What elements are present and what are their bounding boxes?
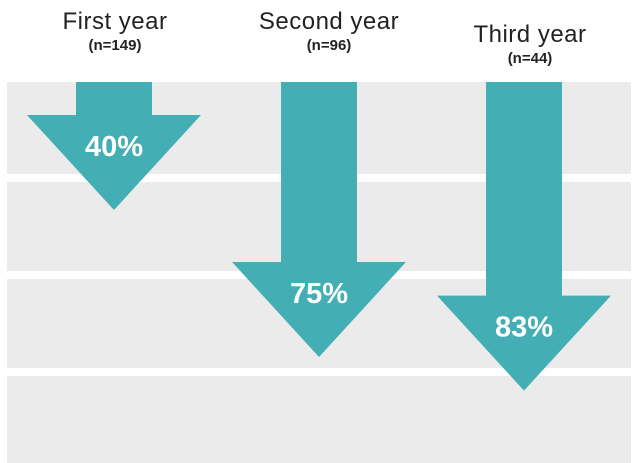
sample-size-label: (n=149)	[88, 37, 142, 54]
header-third-year: Third year (n=44)	[455, 21, 605, 67]
category-label: First year	[62, 8, 168, 35]
arrow-bar-3	[437, 82, 611, 391]
value-label-2: 75%	[290, 278, 348, 310]
value-label-3: 83%	[495, 312, 553, 344]
header-first-year: First year (n=149)	[40, 8, 190, 54]
sample-size-label: (n=96)	[306, 37, 352, 54]
value-label-1: 40%	[85, 131, 143, 163]
background-band-4	[7, 376, 631, 463]
sample-size-label: (n=44)	[507, 50, 553, 67]
arrow-bar-1	[27, 82, 201, 210]
category-label: Third year	[473, 21, 587, 48]
arrow-bar-2	[232, 82, 406, 357]
header-second-year: Second year (n=96)	[244, 8, 414, 54]
category-label: Second year	[258, 8, 400, 35]
